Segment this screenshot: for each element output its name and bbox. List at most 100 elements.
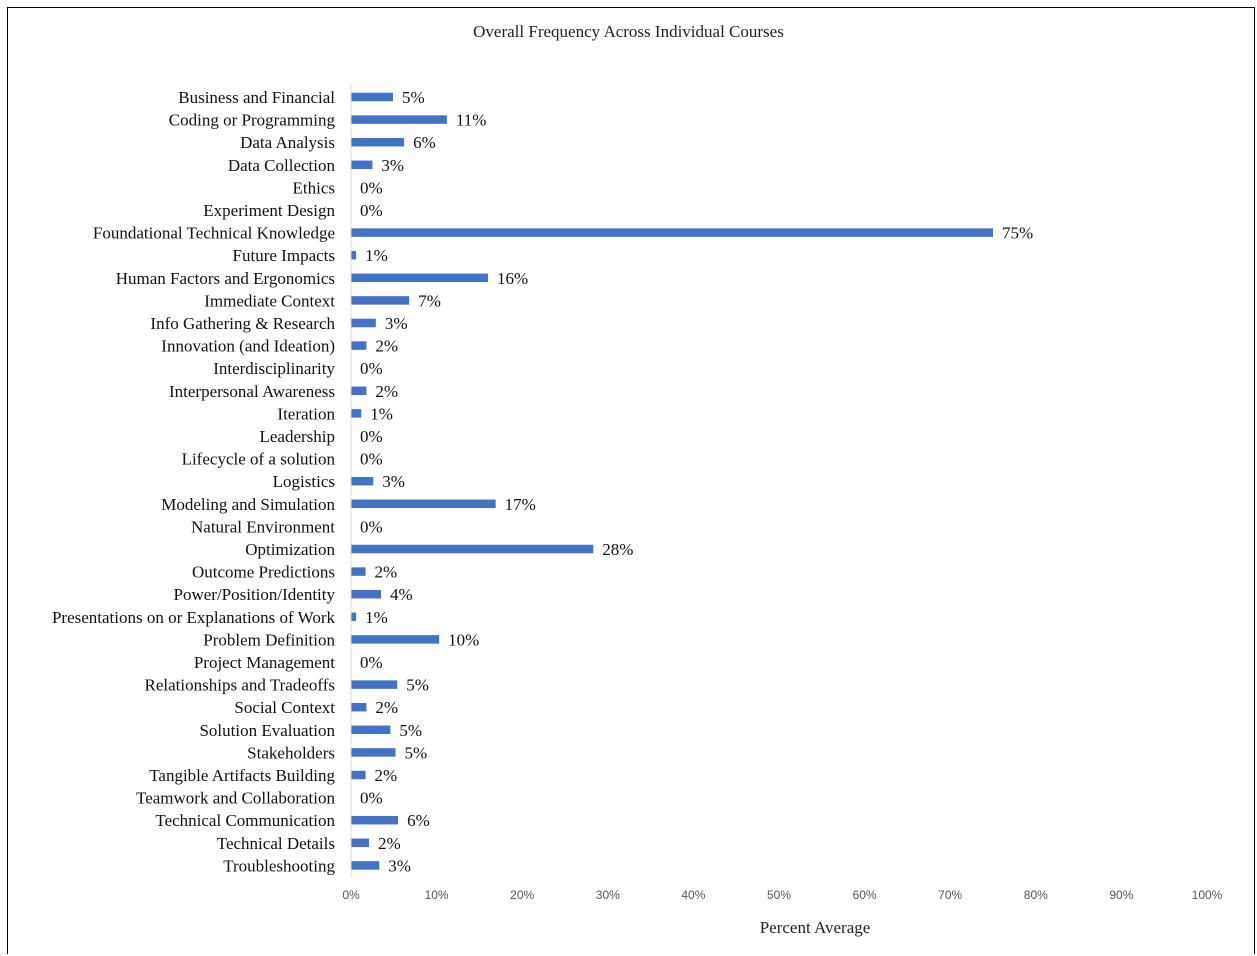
- bar: [351, 160, 373, 170]
- bar: [351, 250, 357, 260]
- bar: [351, 770, 366, 780]
- data-label: 10%: [448, 630, 479, 649]
- category-label: Immediate Context: [204, 291, 335, 310]
- bar: [351, 318, 376, 328]
- x-tick-label: 60%: [853, 888, 877, 902]
- category-label: Optimization: [245, 540, 335, 559]
- data-label: 75%: [1002, 224, 1033, 243]
- bar: [351, 861, 380, 870]
- x-axis-label: Percent Average: [759, 918, 871, 937]
- category-label: Project Management: [194, 653, 335, 672]
- category-label: Data Collection: [228, 156, 336, 175]
- category-label: Power/Position/Identity: [174, 585, 336, 604]
- category-label: Interpersonal Awareness: [169, 382, 335, 401]
- data-label: 6%: [407, 811, 430, 830]
- category-label: Leadership: [259, 427, 335, 446]
- category-label: Logistics: [273, 472, 335, 491]
- data-label: 0%: [360, 359, 383, 378]
- data-label: 16%: [497, 269, 528, 288]
- bar: [351, 748, 396, 757]
- data-label: 2%: [375, 563, 398, 582]
- data-label: 2%: [378, 834, 401, 853]
- data-label: 5%: [402, 88, 425, 107]
- data-label: 3%: [382, 472, 405, 491]
- bar: [351, 273, 488, 283]
- category-label: Relationships and Tradeoffs: [145, 676, 335, 695]
- bar: [351, 544, 594, 554]
- x-tick-label: 10%: [425, 888, 449, 902]
- chart-title: Overall Frequency Across Individual Cour…: [473, 22, 784, 41]
- bar: [351, 725, 391, 735]
- x-tick-label: 90%: [1109, 888, 1133, 902]
- data-label: 0%: [360, 450, 383, 469]
- bar: [351, 838, 369, 848]
- x-tick-label: 40%: [681, 888, 705, 902]
- data-label: 2%: [375, 766, 398, 785]
- bar: [351, 476, 374, 486]
- data-label: 2%: [375, 337, 398, 356]
- category-label: Technical Communication: [155, 811, 335, 830]
- bar: [351, 92, 393, 102]
- category-label: Data Analysis: [240, 133, 335, 152]
- category-label: Modeling and Simulation: [161, 495, 335, 514]
- category-label: Stakeholders: [247, 743, 335, 762]
- bar: [351, 296, 410, 305]
- category-label: Presentations on or Explanations of Work: [52, 608, 336, 627]
- category-label: Human Factors and Ergonomics: [116, 269, 335, 288]
- category-label: Social Context: [234, 698, 335, 717]
- bar: [351, 589, 381, 599]
- category-label: Teamwork and Collaboration: [136, 789, 335, 808]
- category-label: Natural Environment: [191, 517, 335, 536]
- category-label: Solution Evaluation: [199, 721, 335, 740]
- data-label: 3%: [388, 856, 411, 875]
- category-label: Foundational Technical Knowledge: [93, 224, 335, 243]
- data-label: 28%: [602, 540, 633, 559]
- data-label: 1%: [365, 608, 388, 627]
- data-label: 0%: [360, 789, 383, 808]
- data-label: 2%: [375, 698, 398, 717]
- category-label: Experiment Design: [203, 201, 335, 220]
- x-tick-label: 70%: [938, 888, 962, 902]
- data-label: 0%: [360, 653, 383, 672]
- data-label: 3%: [381, 156, 404, 175]
- bar: [351, 499, 496, 509]
- data-label: 3%: [385, 314, 408, 333]
- category-labels: Business and Financial Coding or Programm…: [52, 88, 336, 875]
- data-label: 2%: [375, 382, 398, 401]
- x-tick-label: 30%: [596, 888, 620, 902]
- bar: [351, 137, 405, 147]
- data-label: 11%: [456, 111, 487, 130]
- category-label: Future Impacts: [233, 246, 335, 265]
- data-label: 5%: [399, 721, 422, 740]
- bar: [351, 567, 366, 576]
- x-tick-label: 100%: [1192, 888, 1223, 902]
- x-axis-ticks: 0% 10% 20% 30% 40% 50% 60% 70% 80% 90% 100%: [342, 888, 1222, 902]
- chart-frame: [7, 7, 1255, 954]
- data-label: 5%: [405, 743, 428, 762]
- data-label: 0%: [360, 427, 383, 446]
- data-label: 7%: [418, 291, 441, 310]
- data-label: 1%: [365, 246, 388, 265]
- data-label: 0%: [360, 201, 383, 220]
- bar: [351, 409, 362, 418]
- bar: [351, 635, 440, 644]
- x-tick-label: 80%: [1024, 888, 1048, 902]
- category-label: Iteration: [277, 404, 335, 423]
- bar: [351, 612, 357, 622]
- category-label: Outcome Predictions: [192, 563, 335, 582]
- category-label: Coding or Programming: [169, 111, 336, 130]
- data-label: 0%: [360, 517, 383, 536]
- x-tick-label: 50%: [767, 888, 791, 902]
- data-label: 1%: [370, 404, 393, 423]
- category-label: Interdisciplinarity: [213, 359, 335, 378]
- bars-group: [351, 92, 993, 870]
- data-labels: 5% 11% 6% 3% 0% 0% 75% 1% 16% 7% 3% 2% 0% 2% 1% 0% 0% 3% 1…: [360, 88, 1033, 875]
- bar: [351, 228, 993, 237]
- category-label: Lifecycle of a solution: [182, 450, 336, 469]
- x-tick-label: 20%: [510, 888, 534, 902]
- bar: [351, 386, 367, 396]
- category-label: Problem Definition: [203, 630, 335, 649]
- bar: [351, 115, 447, 124]
- category-label: Tangible Artifacts Building: [149, 766, 335, 785]
